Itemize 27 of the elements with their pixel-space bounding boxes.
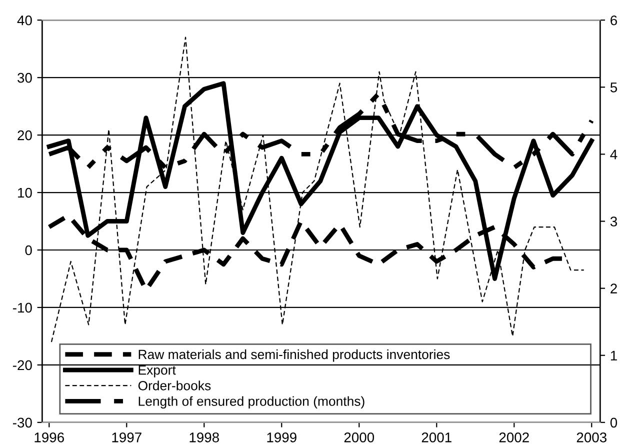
y-tick-label: 10: [18, 188, 32, 198]
legend-label: Export: [138, 366, 176, 378]
y2-tick-label: 6: [610, 15, 617, 26]
y-tick-label: -30: [12, 418, 32, 428]
y2-tick-label: 3: [610, 216, 617, 226]
y-tick-label: 30: [18, 72, 32, 83]
legend-label: Raw materials and semi-finished products inventories: [138, 349, 450, 362]
y2-tick-label: 5: [610, 82, 618, 92]
legend-label: Order-books: [138, 380, 211, 390]
y2-tick-label: 4: [610, 150, 618, 160]
y2-tick-label: 0: [610, 418, 618, 428]
x-tick-label: 1997: [112, 432, 142, 442]
y-tick-label: -10: [12, 302, 32, 313]
x-tick-label: 2003: [576, 432, 606, 442]
y-tick-label: -20: [12, 360, 32, 370]
x-tick-label: 2002: [499, 432, 529, 442]
y-tick-label: 40: [17, 15, 32, 26]
x-tick-label: 1996: [34, 432, 64, 442]
x-tick-label: 1998: [190, 432, 219, 442]
y-tick-label: 0: [25, 245, 32, 256]
y2-tick-label: 2: [610, 284, 617, 294]
x-tick-label: 1999: [267, 432, 296, 442]
x-tick-label: 2001: [422, 432, 452, 442]
legend-label: Length of ensured production (months): [138, 396, 364, 409]
x-tick-label: 2000: [344, 432, 374, 442]
y-tick-label: 20: [18, 130, 32, 140]
y2-tick-label: 1: [610, 350, 617, 360]
